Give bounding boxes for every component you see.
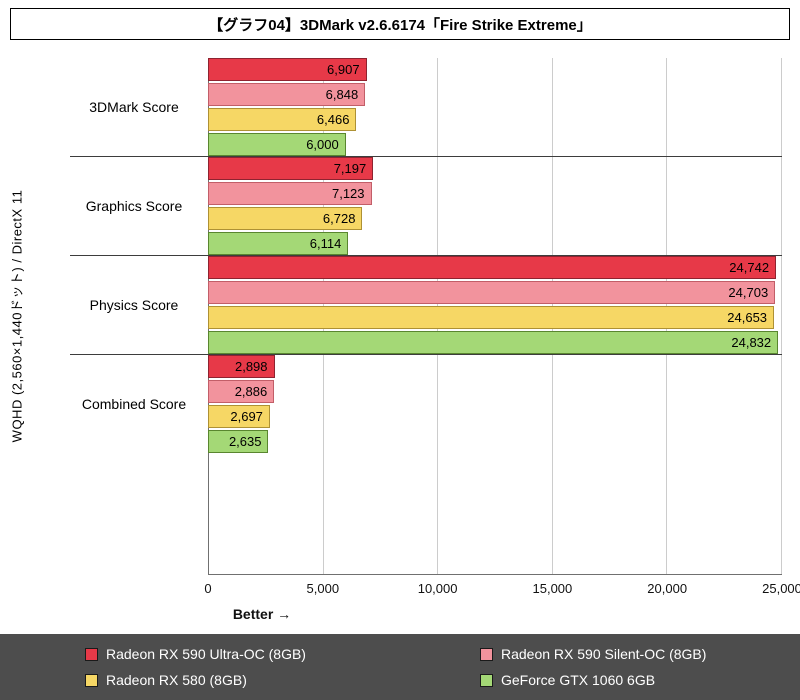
chart-groups: 3DMark Score 6,907 6,848 6,466 6,000 Graphics… [70,58,782,453]
category-bars: 7,197 7,123 6,728 6,114 [208,157,782,255]
legend-swatch [85,647,98,661]
chart-group: Graphics Score 7,197 7,123 6,728 6,114 [70,157,782,256]
bar-value-label: 24,832 [731,335,772,350]
bar: 6,728 [208,207,363,230]
bar-value-label: 6,848 [325,87,359,102]
legend-item: GeForce GTX 1060 6GB [480,672,770,688]
x-tick-label: 25,000 [762,581,800,596]
bar: 2,697 [208,405,270,428]
x-tick-label: 20,000 [647,581,688,596]
y-axis-label: WQHD (2,560×1,440ドット) / DirectX 11 [9,189,25,443]
category-label: Physics Score [89,297,179,313]
bar-value-label: 6,466 [316,112,350,127]
x-axis-ticks: 0 5,000 10,000 15,000 20,000 25,000 [204,581,800,597]
bar-value-label: 6,114 [309,236,342,251]
bar: 6,466 [208,108,357,131]
bar: 2,635 [208,430,269,453]
bar: 6,907 [208,58,367,81]
bar: 24,742 [208,256,777,279]
bar: 24,653 [208,306,775,329]
x-tick-label: 5,000 [306,581,340,596]
bar-value-label: 2,697 [230,409,263,424]
chart-group: 3DMark Score 6,907 6,848 6,466 6,000 [70,58,782,157]
bar: 2,898 [208,355,275,378]
bar: 6,848 [208,83,366,106]
gridline [781,58,782,574]
bar: 7,123 [208,182,372,205]
bar-value-label: 24,742 [729,260,770,275]
bar-value-label: 2,898 [234,359,268,374]
legend-swatch [480,647,493,661]
chart-title: 【グラフ04】3DMark v2.6.6174「Fire Strike Extr… [10,8,790,40]
category-bars: 6,907 6,848 6,466 6,000 [208,58,782,156]
legend-item: Radeon RX 580 (8GB) [85,672,480,688]
bar: 6,114 [208,232,349,255]
bar-value-label: 24,653 [727,310,768,325]
legend-item: Radeon RX 590 Silent-OC (8GB) [480,646,770,662]
legend-label: Radeon RX 590 Silent-OC (8GB) [501,646,707,662]
bar: 6,000 [208,133,346,156]
bar-value-label: 7,197 [333,161,367,176]
bar: 24,703 [208,281,776,304]
bar-value-label: 6,907 [327,62,360,77]
bar-value-label: 6,000 [306,137,339,152]
category-bars: 2,898 2,886 2,697 2,635 [208,355,782,453]
legend-swatch [85,673,98,687]
category-label: Combined Score [81,396,187,412]
legend-label: Radeon RX 590 Ultra-OC (8GB) [106,646,306,662]
x-tick-label: 10,000 [417,581,458,596]
x-tick-label: 15,000 [532,581,573,596]
bar: 24,832 [208,331,779,354]
legend-label: GeForce GTX 1060 6GB [501,672,656,688]
legend-label: Radeon RX 580 (8GB) [106,672,247,688]
legend: Radeon RX 590 Ultra-OC (8GB) Radeon RX 59… [0,634,800,700]
category-bars: 24,742 24,703 24,653 24,832 [208,256,782,354]
bar: 2,886 [208,380,275,403]
chart-group: Physics Score 24,742 24,703 24,653 24,832 [70,256,782,355]
legend-swatch [480,673,493,687]
chart-area: 3DMark Score 6,907 6,848 6,466 6,000 Graphics… [70,58,782,575]
bar-value-label: 2,886 [234,384,268,399]
category-label: 3DMark Score [89,99,179,115]
bar-value-label: 6,728 [322,211,356,226]
better-direction-label: Better → [232,606,292,622]
bar-value-label: 24,703 [728,285,769,300]
bar-value-label: 2,635 [228,434,262,449]
x-tick-label: 0 [204,581,212,596]
chart-group: Combined Score 2,898 2,886 2,697 2,635 [70,355,782,453]
legend-item: Radeon RX 590 Ultra-OC (8GB) [85,646,480,662]
bar-value-label: 7,123 [331,186,365,201]
category-label: Graphics Score [85,198,183,214]
bar: 7,197 [208,157,374,180]
